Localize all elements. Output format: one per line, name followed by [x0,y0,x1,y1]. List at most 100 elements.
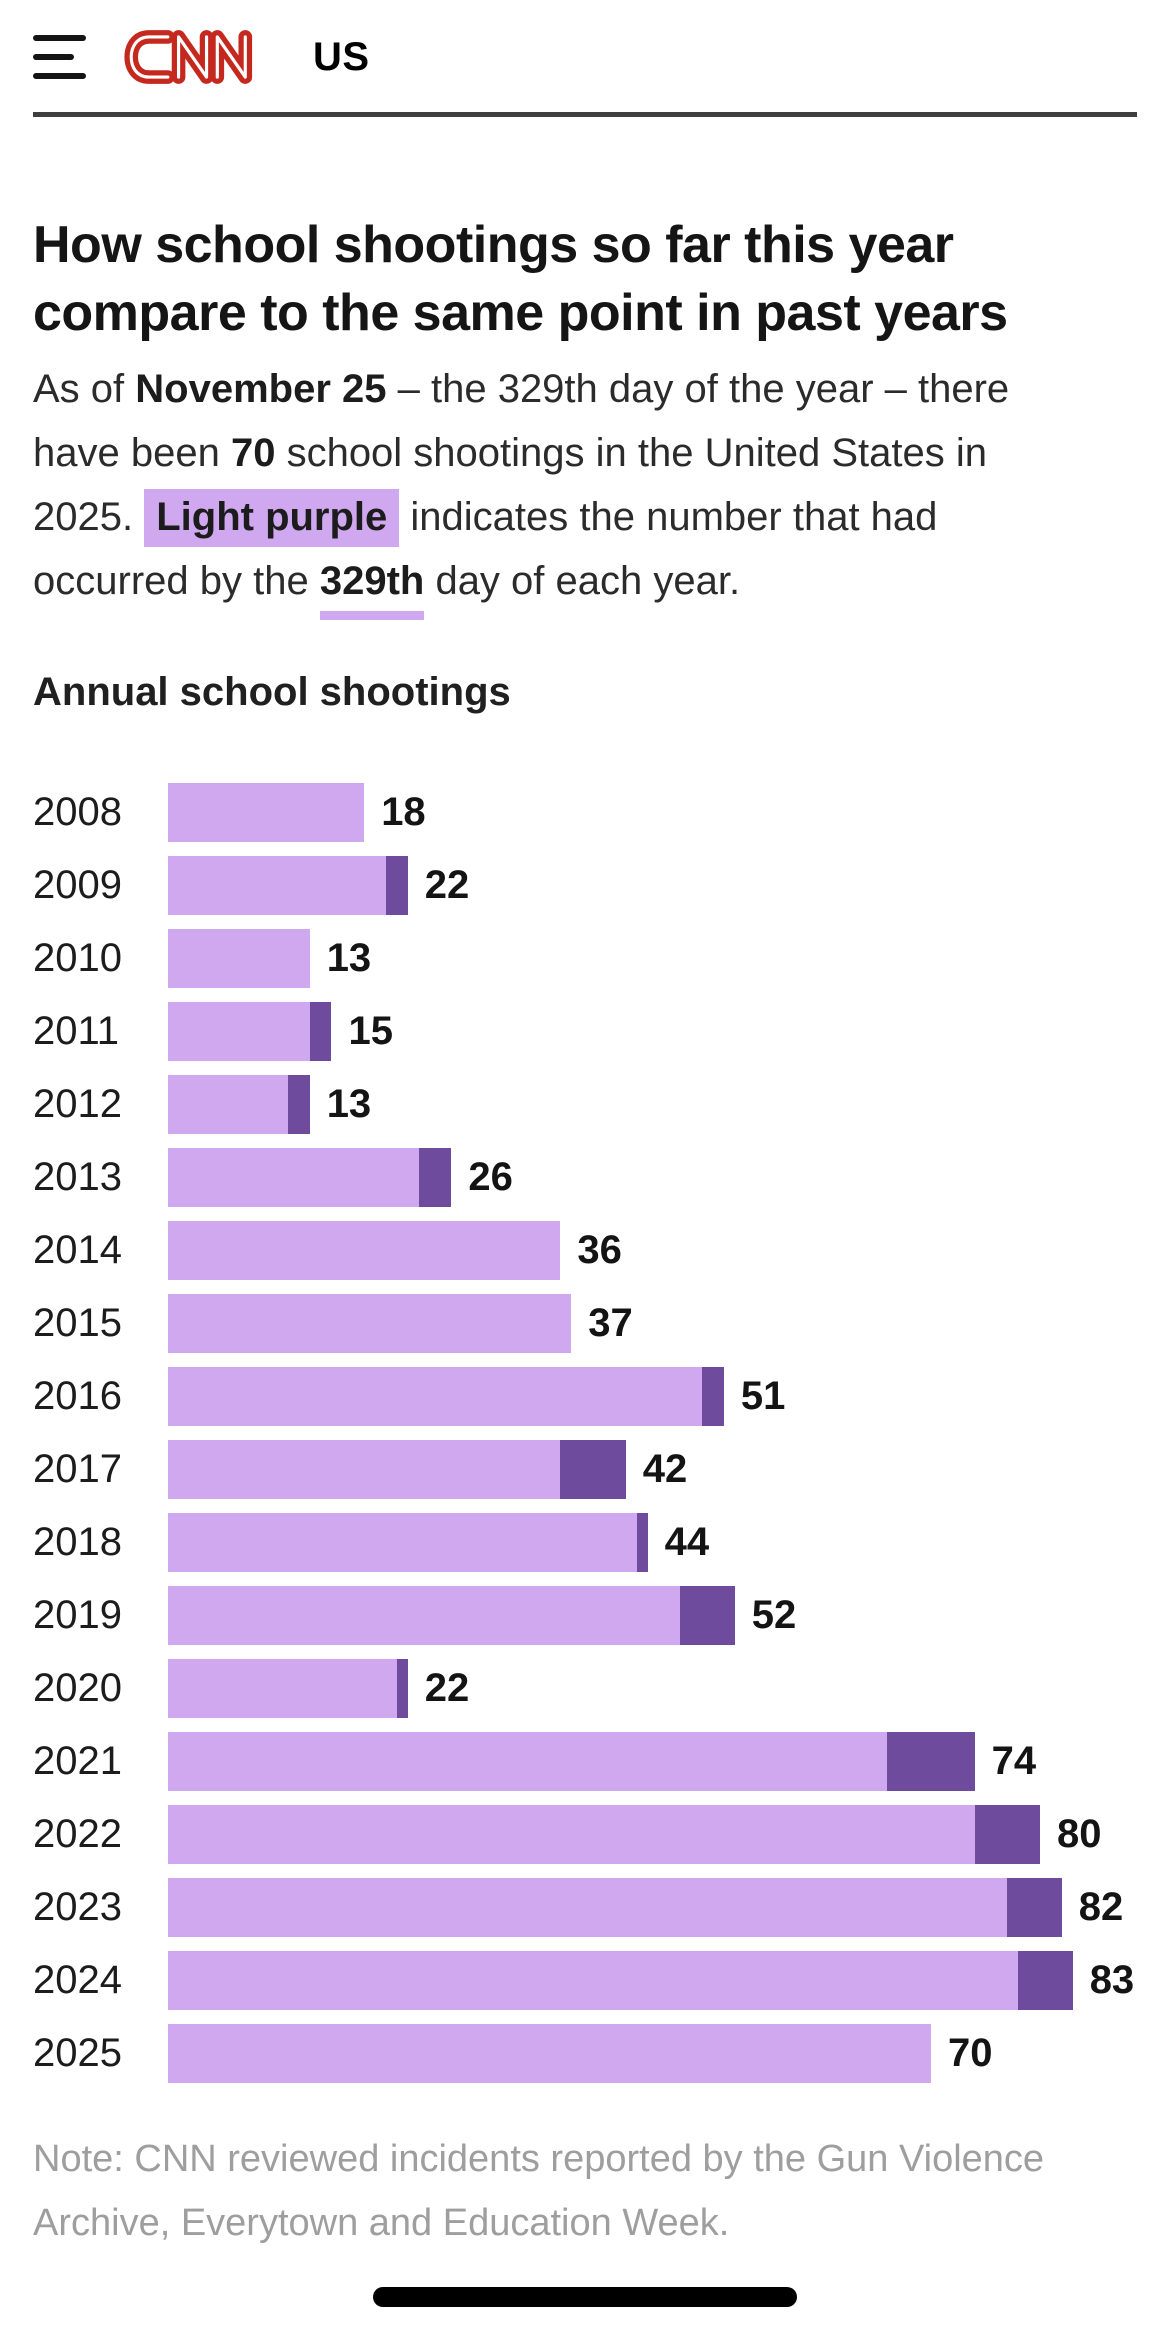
year-label: 2011 [33,1009,120,1053]
value-label: 83 [1089,1958,1135,2002]
chart-row-2021: 2021 74 [33,1732,1137,1791]
bar-segment-by-day-329 [168,1659,397,1718]
year-label: 2020 [33,1666,122,1710]
bar-segment-after-day-329 [702,1367,724,1426]
bar-segment-after-day-329 [1018,1951,1073,2010]
home-indicator[interactable] [373,2287,797,2307]
bar-segment-after-day-329 [287,1075,310,1134]
chart-row-2010: 2010 13 [33,929,1137,988]
cnn-logo[interactable] [124,24,269,90]
bar-segment-by-day-329 [168,1075,288,1134]
bar-2019 [168,1586,735,1645]
bar-2015 [168,1294,572,1353]
day-329-underlined: 329th [319,559,425,620]
app-header: US [0,0,1170,90]
bar-2018 [168,1513,648,1572]
bar-segment-after-day-329 [1007,1878,1062,1937]
bar-segment-by-day-329 [168,1732,888,1791]
bar-2014 [168,1221,561,1280]
bar-segment-by-day-329 [168,1805,975,1864]
value-label: 42 [642,1447,688,1491]
value-label: 52 [751,1593,797,1637]
bar-segment-by-day-329 [168,1002,310,1061]
year-label: 2010 [33,936,122,980]
bar-2010 [168,929,310,988]
value-label: 13 [326,1082,372,1126]
value-label: 18 [381,790,426,834]
year-label: 2019 [33,1593,122,1637]
value-label: 22 [424,863,470,907]
cnn-logo-icon [124,30,253,84]
bar-2022 [168,1805,1040,1864]
bar-2024 [168,1951,1073,2010]
bar-segment-after-day-329 [974,1805,1040,1864]
header-divider [33,112,1137,117]
chart-row-2023: 2023 82 [33,1878,1137,1937]
chart-row-2025: 2025 70 [33,2024,1137,2083]
bar-2012 [168,1075,310,1134]
bar-segment-by-day-329 [168,1513,637,1572]
chart-row-2008: 2008 18 [33,783,1137,842]
chart-row-2009: 2009 22 [33,856,1137,915]
subtitle-date: November 25 [135,367,387,411]
bar-2025 [168,2024,931,2083]
bar-segment-by-day-329 [168,929,310,988]
chart-row-2014: 2014 36 [33,1221,1137,1280]
bar-segment-after-day-329 [636,1513,648,1572]
year-label: 2015 [33,1301,122,1345]
subtitle-segment: – the 329th day of the year – there have… [33,367,1010,475]
value-label: 36 [577,1228,622,1272]
menu-button[interactable] [33,35,86,79]
hamburger-bar [33,54,74,60]
value-label: 26 [468,1155,513,1199]
year-label: 2025 [33,2031,122,2075]
value-label: 82 [1078,1885,1124,1929]
year-label: 2014 [33,1228,122,1272]
hamburger-bar [33,73,86,79]
value-label: 74 [991,1739,1037,1783]
bar-segment-by-day-329 [168,1148,419,1207]
bar-segment-by-day-329 [168,1440,561,1499]
subtitle-segment: school shootings in the United States in… [33,431,987,539]
hamburger-menu-icon [33,35,86,79]
bar-2021 [168,1732,975,1791]
year-label: 2009 [33,863,122,907]
light-purple-highlight: Light purple [144,489,400,547]
chart-row-2016: 2016 51 [33,1367,1137,1426]
bar-segment-by-day-329 [168,2024,931,2083]
year-label: 2018 [33,1520,122,1564]
bar-segment-by-day-329 [168,1586,681,1645]
section-label-us[interactable]: US [313,34,370,79]
chart-rows: 2008 18 2009 22 2010 13 2011 15 2012 13 2013 26 2014… [33,783,1137,2083]
bar-2017 [168,1440,626,1499]
chart-row-2024: 2024 83 [33,1951,1137,2010]
value-label: 15 [348,1009,393,1053]
article-title: How school shootings so far this year co… [33,216,1008,342]
source-note: Note: CNN reviewed incidents reported by… [33,2138,1045,2244]
bar-segment-after-day-329 [396,1659,408,1718]
bar-2016 [168,1367,724,1426]
year-label: 2016 [33,1374,122,1418]
value-label: 22 [424,1666,470,1710]
hamburger-bar [33,35,86,41]
chart-row-2019: 2019 52 [33,1586,1137,1645]
year-label: 2024 [33,1958,122,2002]
chart-row-2020: 2020 22 [33,1659,1137,1718]
bar-segment-after-day-329 [386,856,408,915]
bar-segment-by-day-329 [168,1878,1008,1937]
bar-segment-by-day-329 [168,1367,703,1426]
subtitle-segment: As of [33,367,136,411]
value-label: 13 [326,936,372,980]
bar-segment-after-day-329 [887,1732,975,1791]
value-label: 51 [740,1374,786,1418]
bar-segment-after-day-329 [560,1440,626,1499]
article-subtitle: As of November 25 – the 329th day of the… [33,357,1083,620]
chart-row-2018: 2018 44 [33,1513,1137,1572]
bar-2013 [168,1148,452,1207]
year-label: 2021 [33,1739,122,1783]
bar-segment-after-day-329 [309,1002,332,1061]
year-label: 2008 [33,790,122,834]
bar-segment-by-day-329 [168,783,365,842]
annual-school-shootings-chart: 2008 18 2009 22 2010 13 2011 15 2012 13 2013 26 2014… [33,783,1137,2083]
